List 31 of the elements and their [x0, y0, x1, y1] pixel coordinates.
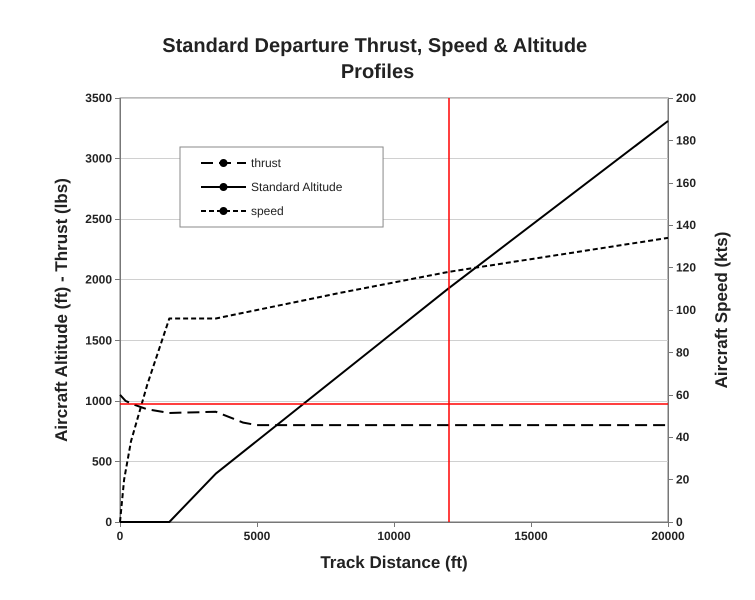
y2-axis-title: Aircraft Speed (kts): [712, 232, 731, 388]
y-tick-label: 3000: [85, 152, 112, 166]
y2-tick-label: 60: [676, 388, 690, 402]
y-tick-label: 0: [105, 515, 112, 529]
chart-title: Standard Departure Thrust, Speed & Altitude Profiles: [162, 35, 593, 83]
y-tick-label: 1500: [85, 333, 112, 348]
y2-tick-label: 0: [676, 515, 683, 529]
y-tick-label: 2000: [85, 272, 112, 287]
y2-tick-label: 160: [676, 176, 696, 190]
y-tick-label: 2500: [85, 212, 112, 226]
x-tick-label: 10000: [377, 529, 412, 543]
y2-tick-label: 120: [676, 260, 696, 275]
legend-label: speed: [251, 204, 284, 218]
y2-tick-label: 40: [676, 430, 690, 444]
y2-tick-label: 100: [676, 303, 696, 317]
y2-tick-label: 180: [676, 133, 696, 148]
y-axis-title: Aircraft Altitude (ft) - Thrust (lbs): [52, 178, 71, 442]
y-tick-label: 1000: [85, 394, 112, 408]
legend-label: Standard Altitude: [251, 180, 343, 194]
x-tick-label: 15000: [514, 529, 548, 543]
y2-tick-label: 80: [676, 345, 690, 360]
x-tick-label: 20000: [651, 529, 686, 543]
y2-tick-label: 200: [676, 91, 696, 105]
y2-tick-label: 20: [676, 472, 690, 487]
x-tick-label: 5000: [244, 529, 271, 543]
y-tick-label: 3500: [85, 91, 112, 105]
legend-label: thrust: [251, 156, 282, 170]
x-tick-label: 0: [116, 529, 124, 543]
x-axis-title: Track Distance (ft): [320, 553, 468, 572]
y-tick-label: 500: [92, 454, 112, 468]
y2-tick-label: 140: [676, 218, 696, 232]
